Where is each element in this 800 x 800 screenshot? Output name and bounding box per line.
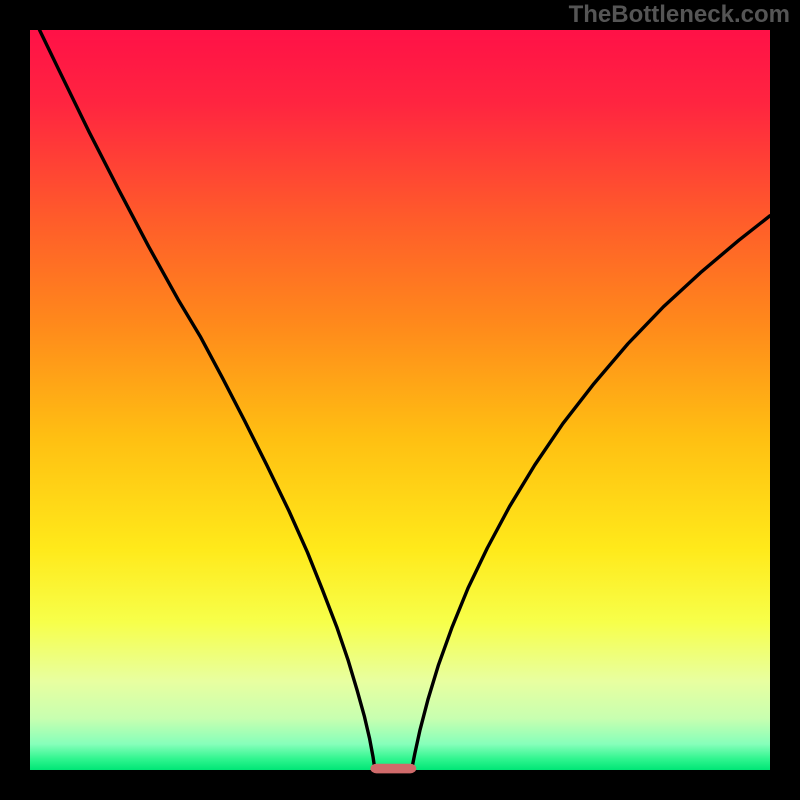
gradient-plot-area [30,30,770,770]
watermark-text: TheBottleneck.com [569,1,790,28]
bottleneck-marker [370,764,416,774]
bottleneck-chart: TheBottleneck.com [0,0,800,800]
chart-svg: TheBottleneck.com [0,0,800,800]
